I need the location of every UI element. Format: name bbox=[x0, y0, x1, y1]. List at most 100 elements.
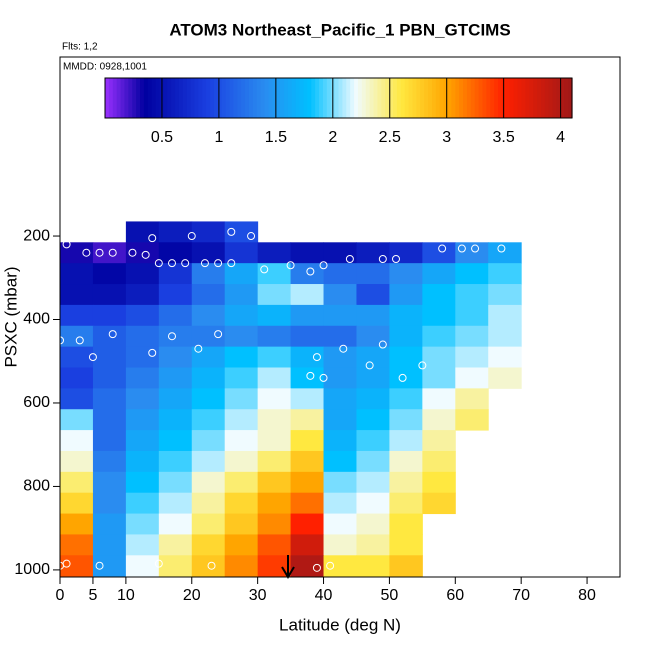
colorbar-swatch bbox=[463, 78, 468, 118]
subtitle: Flts: 1,2 bbox=[62, 42, 98, 53]
colorbar-tick-label: 3.5 bbox=[493, 129, 515, 146]
colorbar-tick-label: 1.5 bbox=[265, 129, 287, 146]
colorbar-swatch bbox=[529, 78, 534, 118]
sample-point bbox=[214, 330, 223, 339]
colorbar-swatch bbox=[556, 78, 561, 118]
heatmap-cell bbox=[158, 534, 193, 556]
heatmap-cell bbox=[290, 284, 325, 306]
colorbar-swatch bbox=[241, 78, 246, 118]
heatmap-cell bbox=[356, 409, 390, 431]
colorbar-swatch bbox=[517, 78, 523, 118]
colorbar-swatch bbox=[194, 78, 199, 118]
colorbar-swatch bbox=[272, 78, 277, 118]
heatmap-cell bbox=[224, 471, 259, 494]
sample-point bbox=[75, 336, 84, 345]
x-tick-label: 0 bbox=[56, 587, 65, 604]
colorbar-swatch bbox=[490, 78, 495, 118]
colorbar-swatch bbox=[233, 78, 238, 118]
heatmap-cell bbox=[455, 325, 489, 348]
heatmap-cell bbox=[92, 367, 127, 389]
colorbar-swatch bbox=[315, 78, 320, 118]
heatmap-cell bbox=[422, 263, 456, 285]
heatmap-cell bbox=[60, 304, 94, 327]
colorbar-swatch bbox=[303, 78, 308, 118]
heatmap-cell bbox=[422, 325, 456, 348]
heatmap-cell bbox=[224, 325, 259, 348]
heatmap-cell bbox=[488, 325, 522, 348]
colorbar-swatch bbox=[190, 78, 196, 118]
sample-point bbox=[457, 244, 466, 253]
x-tick-label: 60 bbox=[446, 587, 464, 604]
colorbar-swatch bbox=[389, 78, 394, 118]
colorbar-swatch bbox=[439, 78, 445, 118]
heatmap-cell bbox=[191, 534, 226, 556]
heatmap-cell bbox=[60, 534, 94, 556]
colorbar-tick-label: 2.5 bbox=[379, 129, 401, 146]
sample-point bbox=[187, 232, 196, 241]
sample-point bbox=[326, 561, 335, 570]
colorbar-swatch bbox=[276, 78, 281, 118]
heatmap-cell bbox=[290, 534, 325, 556]
x-tick-label: 20 bbox=[183, 587, 201, 604]
colorbar-swatch bbox=[505, 78, 511, 118]
sample-point bbox=[312, 563, 321, 572]
colorbar-swatch bbox=[167, 78, 172, 118]
heatmap-cell bbox=[158, 263, 193, 285]
plot-frame bbox=[59, 56, 621, 578]
colorbar-swatch bbox=[186, 78, 192, 118]
heatmap-cell bbox=[224, 555, 259, 577]
x-tick-label: 5 bbox=[88, 587, 97, 604]
colorbar-swatch bbox=[470, 78, 476, 118]
heatmap-cell bbox=[158, 409, 193, 431]
heatmap-cell bbox=[323, 534, 357, 556]
heatmap-cell bbox=[92, 409, 127, 431]
colorbar-swatch bbox=[466, 78, 472, 118]
colorbar-swatch bbox=[182, 78, 188, 118]
heatmap-cell bbox=[60, 555, 94, 577]
sample-point bbox=[181, 259, 190, 268]
colorbar-swatch bbox=[280, 78, 285, 118]
heatmap-cell bbox=[158, 430, 193, 452]
colorbar-swatch bbox=[451, 78, 456, 118]
heatmap-cell bbox=[92, 346, 127, 368]
heatmap-cell bbox=[323, 555, 357, 577]
heatmap-cell bbox=[60, 430, 94, 452]
heatmap-cell bbox=[389, 346, 423, 368]
heatmap-cell bbox=[323, 304, 357, 327]
sample-point bbox=[207, 561, 216, 570]
heatmap-cell bbox=[356, 325, 390, 348]
heatmap-cell bbox=[125, 555, 160, 577]
sample-point bbox=[497, 244, 506, 253]
sample-point bbox=[62, 240, 71, 249]
heatmap-cell bbox=[257, 325, 292, 348]
y-tick-label: 400 bbox=[23, 311, 50, 328]
colorbar-swatch bbox=[326, 78, 332, 118]
heatmap-cell bbox=[158, 221, 193, 243]
heatmap-cell bbox=[389, 242, 423, 264]
colorbar-swatch bbox=[252, 78, 258, 118]
sample-point bbox=[306, 371, 315, 380]
colorbar-swatch bbox=[260, 78, 266, 118]
heatmap-cell bbox=[455, 304, 489, 327]
colorbar-swatch bbox=[217, 78, 223, 118]
colorbar-swatch bbox=[536, 78, 542, 118]
heatmap-cell bbox=[191, 284, 226, 306]
heatmap-cell bbox=[125, 284, 160, 306]
sample-point bbox=[319, 373, 328, 382]
colorbar-swatch bbox=[291, 78, 297, 118]
colorbar-swatch bbox=[392, 78, 398, 118]
sample-point bbox=[378, 254, 387, 263]
heatmap-cell bbox=[224, 388, 259, 410]
heatmap-cell bbox=[356, 492, 390, 515]
heatmap-cell bbox=[60, 325, 94, 348]
colorbar-swatch bbox=[404, 78, 410, 118]
colorbar-swatch bbox=[568, 78, 573, 118]
heatmap-cell bbox=[224, 450, 259, 473]
heatmap-cell bbox=[389, 492, 423, 515]
heatmap-cell bbox=[224, 242, 259, 264]
colorbar-swatch bbox=[202, 78, 207, 118]
heatmap-cell bbox=[60, 367, 94, 389]
colorbar-swatch bbox=[342, 78, 347, 118]
colorbar-swatch bbox=[373, 78, 379, 118]
